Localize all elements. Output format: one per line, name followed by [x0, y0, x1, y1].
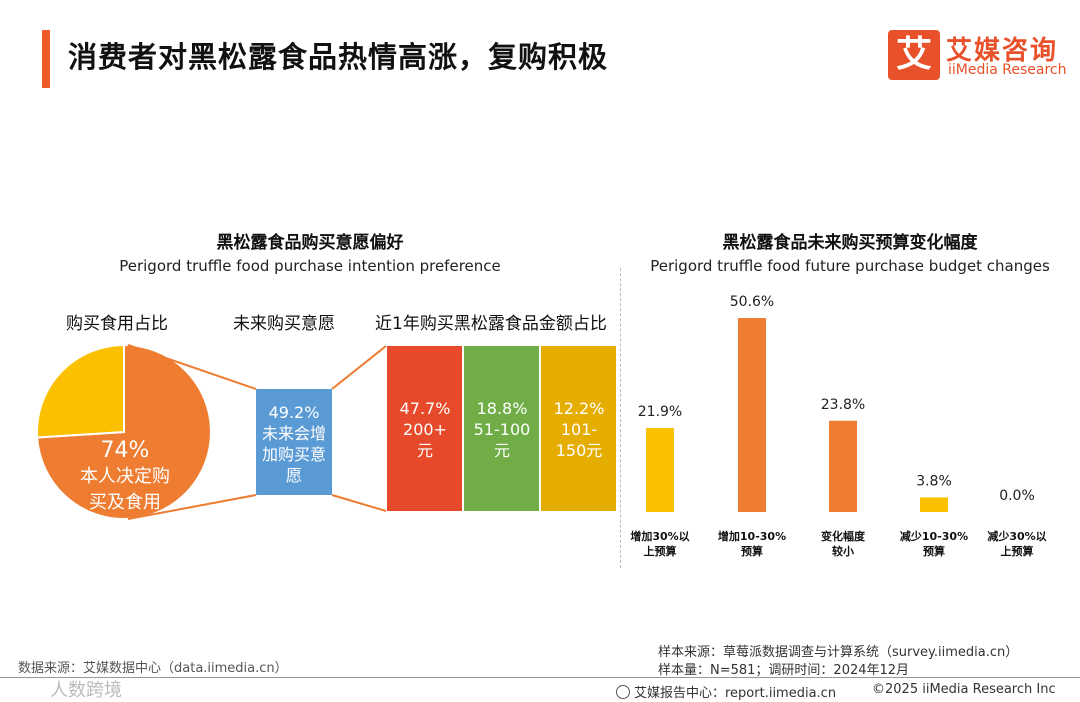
- connector-lines: [127, 344, 387, 520]
- watermark: 人数跨境: [50, 680, 122, 701]
- intent-box-text: 49.2% 未来会增 加购买意 愿: [256, 402, 332, 486]
- title-accent-bar: [42, 30, 50, 88]
- connector-line-4: [331, 494, 387, 512]
- budget-bar-3: [829, 420, 857, 512]
- budget-category-3-line-2: 较小: [832, 544, 854, 558]
- left-section-title: 黑松露食品购买意愿偏好: [216, 233, 404, 253]
- pie-desc-line1: 本人决定购: [80, 466, 170, 487]
- pie-main-label: 74% 本人决定购 买及食用: [60, 438, 190, 516]
- sample-source: 样本来源：草莓派数据调查与计算系统（survey.iimedia.cn）: [658, 645, 1019, 660]
- budget-category-2-line-2: 预算: [741, 544, 763, 558]
- left-section-subtitle: Perigord truffle food purchase intention…: [119, 257, 501, 275]
- budget-category-4-line-2: 预算: [923, 544, 945, 558]
- amount-box-3-text: 12.2% 101- 150元: [542, 398, 616, 461]
- connector-line-3: [331, 345, 387, 390]
- budget-bar-4: [920, 497, 948, 512]
- pie-percent: 74%: [100, 438, 150, 463]
- amount-label: 近1年购买黑松露食品金额占比: [375, 314, 607, 334]
- pie-slice-2: [36, 343, 125, 439]
- intent-line2: 加购买意: [261, 445, 326, 464]
- footer-divider: [0, 677, 1080, 678]
- right-section-title: 黑松露食品未来购买预算变化幅度: [722, 233, 978, 253]
- intent-line3: 愿: [285, 466, 302, 485]
- intent-value: 49.2%: [268, 403, 320, 422]
- report-center: 艾媒报告中心：report.iimedia.cn: [616, 682, 836, 701]
- budget-category-1-line-1: 增加30%以: [630, 529, 689, 543]
- copyright: ©2025 iiMedia Research Inc: [872, 682, 1056, 697]
- amount-1-line2: 元: [416, 441, 433, 460]
- amount-box-2-text: 18.8% 51-100 元: [465, 398, 539, 461]
- budget-category-3-line-1: 变化幅度: [821, 529, 866, 543]
- pie-label: 购买食用占比: [66, 314, 168, 334]
- page-title: 消费者对黑松露食品热情高涨，复购积极: [68, 40, 609, 74]
- connector-line-2: [127, 494, 257, 520]
- intent-box: [256, 389, 332, 495]
- budget-bar-label-5: 0.0%: [999, 488, 1035, 504]
- amount-1-value: 47.7%: [399, 399, 451, 418]
- amount-3-line2: 150元: [555, 441, 603, 460]
- amount-box-3: [541, 346, 616, 511]
- budget-bar-label-1: 21.9%: [638, 404, 682, 420]
- budget-bar-2: [738, 318, 766, 512]
- budget-bar-label-3: 23.8%: [821, 397, 865, 413]
- budget-category-5-line-1: 减少30%以: [987, 529, 1046, 543]
- budget-bar-label-4: 3.8%: [916, 473, 952, 489]
- budget-bar-chart: 21.9%增加30%以上预算50.6%增加10-30%预算23.8%变化幅度较小…: [630, 294, 1046, 558]
- amount-boxes: [387, 346, 616, 511]
- pie-desc-line2: 买及食用: [89, 492, 161, 513]
- amount-3-value: 12.2%: [553, 399, 605, 418]
- logo-icon: 艾: [888, 30, 940, 80]
- budget-bar-1: [646, 428, 674, 512]
- budget-bar-label-2: 50.6%: [730, 294, 774, 310]
- intent-line1: 未来会增: [261, 424, 326, 443]
- amount-2-value: 18.8%: [476, 399, 528, 418]
- right-section-subtitle: Perigord truffle food future purchase bu…: [650, 257, 1050, 275]
- budget-category-1-line-2: 上预算: [644, 544, 677, 558]
- report-center-text: 艾媒报告中心：report.iimedia.cn: [634, 686, 837, 701]
- budget-category-2-line-1: 增加10-30%: [718, 529, 786, 543]
- intent-label: 未来购买意愿: [233, 314, 335, 334]
- budget-category-5-line-2: 上预算: [1001, 544, 1034, 558]
- connector-line-1: [127, 344, 257, 390]
- data-source: 数据来源：艾媒数据中心（data.iimedia.cn）: [18, 661, 288, 676]
- amount-1-line1: 200+: [403, 420, 447, 439]
- budget-category-4-line-1: 减少10-30%: [900, 529, 968, 543]
- sample-size: 样本量：N=581；调研时间：2024年12月: [658, 663, 910, 678]
- logo-cn-text: 艾媒咨询: [946, 36, 1059, 66]
- amount-box-1: [387, 346, 462, 511]
- amount-box-2: [464, 346, 539, 511]
- logo-en-text: iiMedia Research: [948, 62, 1067, 78]
- globe-icon: [616, 685, 630, 699]
- amount-box-1-text: 47.7% 200+ 元: [388, 398, 462, 461]
- section-divider: [620, 268, 621, 568]
- pie-chart: [36, 343, 212, 520]
- amount-3-line1: 101-: [560, 420, 598, 439]
- amount-2-line1: 51-100: [473, 420, 531, 439]
- amount-2-line2: 元: [493, 441, 510, 460]
